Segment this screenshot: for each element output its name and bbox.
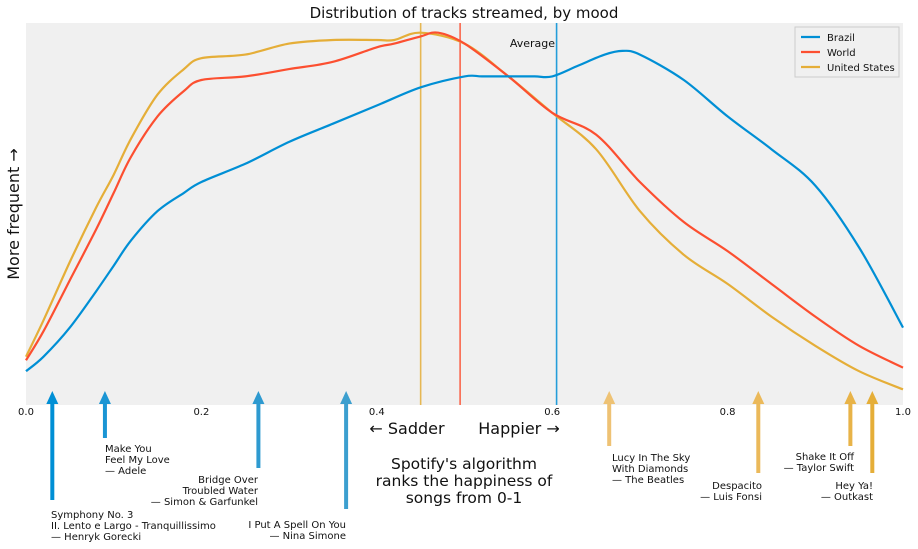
x-tick-label: 1.0 xyxy=(895,407,911,418)
annotation-arrow-head xyxy=(866,391,879,404)
annotation-label-line: I Put A Spell On You xyxy=(248,520,346,531)
series-line-united-states xyxy=(25,31,904,391)
annotation-label-line: Feel My Love xyxy=(105,455,170,466)
annotation-label-line: Lucy In The Sky xyxy=(612,453,690,464)
chart-title: Distribution of tracks streamed, by mood xyxy=(310,4,619,22)
annotation-song: Despacito— Luis Fonsi xyxy=(700,391,765,503)
annotation-song: Symphony No. 3II. Lento e Largo - Tranqu… xyxy=(46,391,216,543)
annotation-label-line: Hey Ya! xyxy=(835,481,873,492)
plot-background xyxy=(26,23,903,405)
annotation-label-line: — Simon & Garfunkel xyxy=(151,497,258,508)
legend-label-brazil: Brazil xyxy=(827,33,855,44)
legend-items: Brazil World United States xyxy=(801,33,895,74)
x-tick-label: 0.8 xyxy=(720,407,736,418)
annotation-label-line: Troubled Water xyxy=(182,486,259,497)
annotation-arrow-head xyxy=(340,391,353,404)
annotation-arrow-head xyxy=(46,391,59,404)
song-annotations: Symphony No. 3II. Lento e Largo - Tranqu… xyxy=(46,391,879,543)
center-note-line: ranks the happiness of xyxy=(376,472,553,490)
annotation-arrow-head xyxy=(252,391,265,404)
x-tick-label: 0.0 xyxy=(18,407,34,418)
annotation-label-line: Shake It Off xyxy=(796,452,855,463)
center-note-line: songs from 0-1 xyxy=(406,489,523,507)
annotation-label-line: Despacito xyxy=(712,481,762,492)
x-tick-label: 0.4 xyxy=(369,407,385,418)
series-line-brazil xyxy=(25,49,904,373)
annotation-label-line: — Nina Simone xyxy=(269,531,346,542)
x-tick-label: 0.2 xyxy=(193,407,209,418)
annotation-song: Hey Ya!— Outkast xyxy=(821,391,879,503)
x-axis-ticks: 0.0 0.2 0.4 0.6 0.8 1.0 xyxy=(18,407,911,418)
annotation-arrow-head xyxy=(844,391,857,404)
series-line-world xyxy=(25,31,904,369)
annotation-song: I Put A Spell On You— Nina Simone xyxy=(248,391,353,542)
annotation-label-line: — Taylor Swift xyxy=(784,463,855,474)
annotation-label-line: With Diamonds xyxy=(612,464,688,475)
y-axis-label: More frequent → xyxy=(4,148,23,280)
annotation-label-line: Make You xyxy=(105,444,152,455)
annotation-label-line: Bridge Over xyxy=(198,475,259,486)
annotation-label-line: — Outkast xyxy=(821,492,873,503)
x-axis-label-sadder: ← Sadder xyxy=(369,419,445,438)
legend-label-world: World xyxy=(827,48,856,59)
annotation-label-line: Symphony No. 3 xyxy=(51,510,133,521)
legend: Brazil World United States xyxy=(794,26,900,78)
x-tick-label: 0.6 xyxy=(544,407,560,418)
center-note-line: Spotify's algorithm xyxy=(391,455,537,473)
average-label: Average xyxy=(510,37,555,50)
annotation-label-line: — Henryk Gorecki xyxy=(51,532,141,543)
annotation-arrow-head xyxy=(98,391,111,404)
annotation-arrow-head xyxy=(603,391,616,404)
annotation-label-line: — Luis Fonsi xyxy=(700,492,762,503)
annotation-arrow-head xyxy=(752,391,765,404)
annotation-label-line: II. Lento e Largo - Tranquillissimo xyxy=(51,521,216,532)
legend-label-united-states: United States xyxy=(827,63,895,74)
series-lines xyxy=(25,31,904,391)
annotation-song: Shake It Off— Taylor Swift xyxy=(784,391,857,474)
x-axis-label-happier: Happier → xyxy=(478,419,560,438)
annotation-label-line: — Adele xyxy=(105,466,146,477)
annotation-label-line: — The Beatles xyxy=(612,475,684,486)
